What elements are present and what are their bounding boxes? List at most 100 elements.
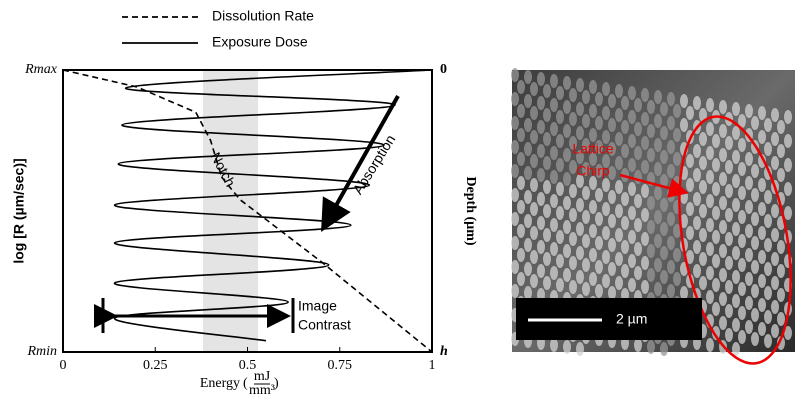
- x-tick-label: 0.75: [328, 358, 353, 373]
- micrograph-feature: [647, 340, 655, 354]
- micrograph-feature: [693, 240, 701, 254]
- micrograph-feature: [595, 92, 603, 106]
- micrograph-feature: [556, 86, 564, 100]
- micrograph-feature: [693, 168, 701, 182]
- micrograph-feature: [608, 238, 616, 252]
- micrograph-feature: [706, 170, 714, 184]
- micrograph-feature: [738, 210, 746, 224]
- micrograph-feature: [634, 242, 642, 256]
- micrograph-feature: [660, 270, 668, 284]
- micrograph-feature: [582, 258, 590, 272]
- legend-label: Exposure Dose: [212, 34, 308, 50]
- micrograph-feature: [673, 152, 681, 166]
- micrograph-feature: [712, 254, 720, 268]
- micrograph-feature: [550, 242, 558, 256]
- micrograph-feature: [738, 258, 746, 272]
- micrograph-feature: [654, 234, 662, 248]
- micrograph-feature: [537, 264, 545, 278]
- micrograph-feature: [712, 302, 720, 316]
- micrograph-feature: [524, 94, 532, 108]
- micrograph-feature: [569, 280, 577, 294]
- micrograph-feature: [576, 126, 584, 140]
- micrograph-feature: [550, 146, 558, 160]
- micrograph-feature: [589, 272, 597, 286]
- micrograph-feature: [621, 120, 629, 134]
- micrograph-feature: [712, 182, 720, 196]
- micrograph-feature: [621, 216, 629, 230]
- micrograph-feature: [621, 264, 629, 278]
- micrograph-feature: [511, 140, 519, 154]
- micrograph-feature: [628, 134, 636, 148]
- micrograph-feature: [751, 308, 759, 322]
- micrograph-feature: [641, 88, 649, 102]
- micrograph-feature: [537, 168, 545, 182]
- micrograph-feature: [569, 112, 577, 126]
- micrograph-feature: [764, 118, 772, 132]
- micrograph-feature: [517, 128, 525, 142]
- series-line: [114, 70, 432, 341]
- micrograph-feature: [589, 224, 597, 238]
- micrograph-feature: [628, 278, 636, 292]
- micrograph-feature: [660, 246, 668, 260]
- micrograph-feature: [758, 322, 766, 336]
- micrograph-feature: [556, 254, 564, 268]
- micrograph-feature: [771, 276, 779, 290]
- annotation: Image: [298, 298, 337, 314]
- micrograph-feature: [556, 278, 564, 292]
- micrograph-feature: [621, 192, 629, 206]
- micrograph-feature: [615, 228, 623, 242]
- micrograph-feature: [524, 166, 532, 180]
- micrograph-feature: [758, 298, 766, 312]
- micrograph-feature: [725, 256, 733, 270]
- micrograph-feature: [660, 102, 668, 116]
- micrograph-feature: [511, 116, 519, 130]
- micrograph-feature: [543, 276, 551, 290]
- micrograph-feature: [621, 144, 629, 158]
- micrograph-feature: [628, 158, 636, 172]
- micrograph-feature: [771, 324, 779, 338]
- micrograph-feature: [745, 104, 753, 118]
- x-axis-label: Energy: [200, 376, 240, 391]
- micrograph-feature: [530, 226, 538, 240]
- micrograph-feature: [647, 268, 655, 282]
- micrograph-feature: [576, 270, 584, 284]
- micrograph-feature: [543, 180, 551, 194]
- micrograph-feature: [693, 216, 701, 230]
- micrograph-feature: [563, 148, 571, 162]
- micrograph-feature: [511, 188, 519, 202]
- micrograph-feature: [745, 224, 753, 238]
- micrograph-feature: [511, 92, 519, 106]
- micrograph-feature: [608, 286, 616, 300]
- micrograph-feature: [511, 260, 519, 274]
- annotation: Contrast: [298, 317, 351, 333]
- micrograph-feature: [738, 186, 746, 200]
- micrograph-feature: [524, 190, 532, 204]
- micrograph-feature: [699, 204, 707, 218]
- micrograph-feature: [550, 218, 558, 232]
- micrograph-feature: [634, 98, 642, 112]
- micrograph-feature: [712, 206, 720, 220]
- micrograph-feature: [608, 118, 616, 132]
- micrograph-feature: [738, 282, 746, 296]
- micrograph-feature: [719, 220, 727, 234]
- micrograph-feature: [771, 132, 779, 146]
- micrograph-feature: [745, 152, 753, 166]
- micrograph-feature: [634, 122, 642, 136]
- micrograph-feature: [582, 186, 590, 200]
- micrograph-feature: [569, 232, 577, 246]
- micrograph-feature: [569, 184, 577, 198]
- micrograph-feature: [699, 252, 707, 266]
- micrograph-feature: [628, 86, 636, 100]
- micrograph-feature: [550, 98, 558, 112]
- micrograph-feature: [751, 332, 759, 346]
- micrograph-feature: [543, 156, 551, 170]
- y-tick-label: Rmin: [26, 344, 57, 359]
- micrograph-feature: [595, 236, 603, 250]
- micrograph-feature: [706, 122, 714, 136]
- micrograph-feature: [563, 244, 571, 258]
- micrograph-feature: [758, 106, 766, 120]
- micrograph-feature: [777, 120, 785, 134]
- micrograph-feature: [628, 206, 636, 220]
- micrograph-feature: [719, 148, 727, 162]
- micrograph-feature: [751, 236, 759, 250]
